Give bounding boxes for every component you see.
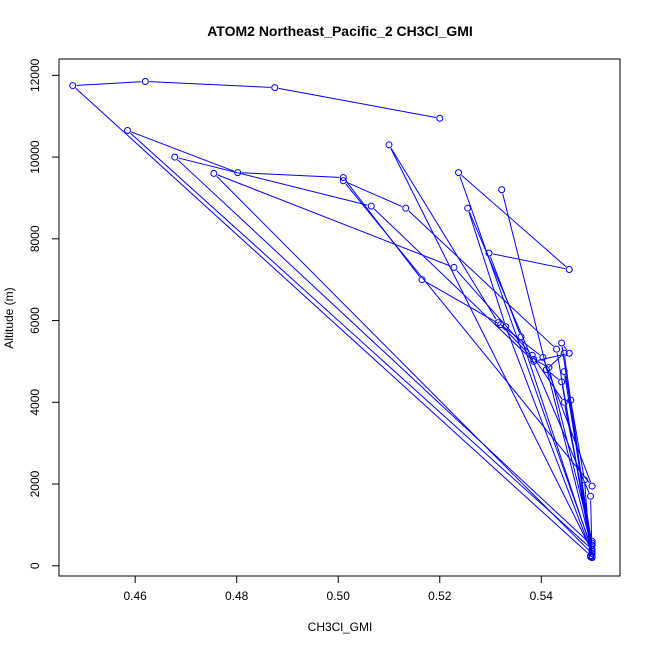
data-point: [402, 204, 410, 212]
data-point: [530, 355, 538, 363]
series-segment: [346, 181, 403, 208]
y-tick-label: 4000: [28, 389, 42, 416]
data-point: [588, 550, 596, 558]
x-tick-label: 0.46: [123, 589, 147, 603]
data-point: [234, 169, 242, 177]
series-segment: [390, 148, 591, 549]
y-tick-label: 10000: [28, 140, 42, 174]
series-segment: [149, 81, 271, 88]
series-segment: [534, 358, 563, 400]
y-tick-label: 2000: [28, 470, 42, 497]
series-segment: [178, 157, 368, 206]
data-point: [560, 349, 568, 357]
series-segment: [177, 159, 590, 543]
data-point: [339, 177, 347, 185]
x-tick-label: 0.52: [428, 589, 452, 603]
data-point: [210, 169, 218, 177]
series-segment: [561, 346, 593, 554]
data-point: [565, 349, 573, 357]
series-segment: [492, 253, 566, 270]
series-segment: [468, 211, 506, 324]
data-point: [418, 276, 426, 284]
series-segment: [489, 256, 521, 334]
series-segment: [345, 183, 590, 484]
data-point: [455, 169, 463, 177]
data-point: [171, 153, 179, 161]
chart-title: ATOM2 Northeast_Pacific_2 CH3Cl_GMI: [207, 23, 473, 39]
data-point: [588, 537, 596, 545]
data-point: [558, 339, 566, 347]
series-segment: [216, 175, 590, 552]
series-segment: [570, 404, 585, 477]
series-segment: [425, 281, 498, 324]
data-point: [588, 482, 596, 490]
series-segment: [461, 174, 567, 268]
series-segment: [131, 131, 235, 172]
y-axis-label: Altitude (m): [2, 287, 16, 348]
data-point: [565, 265, 573, 273]
series-segment: [373, 208, 532, 360]
data-point: [450, 263, 458, 271]
data-point: [464, 204, 472, 212]
data-point: [124, 127, 132, 135]
data-point: [502, 323, 510, 331]
data-point: [588, 552, 596, 560]
series-segment: [75, 87, 588, 554]
series-layer: [69, 77, 596, 562]
series-segment: [506, 330, 592, 550]
data-point: [367, 202, 375, 210]
series-segment: [536, 360, 546, 367]
data-point: [498, 186, 506, 194]
y-tick-label: 0: [28, 562, 42, 569]
data-point: [588, 547, 596, 555]
data-point: [69, 82, 77, 90]
data-point: [141, 77, 149, 85]
data-point: [436, 114, 444, 122]
data-point: [588, 545, 596, 553]
series-segment: [76, 81, 142, 86]
data-point: [485, 249, 493, 257]
series-segment: [549, 371, 559, 380]
series-segment: [241, 172, 340, 178]
data-point: [528, 351, 536, 359]
x-tick-label: 0.50: [327, 589, 351, 603]
x-tick-label: 0.48: [225, 589, 249, 603]
x-axis-label: CH3Cl_GMI: [308, 620, 373, 634]
y-tick-label: 6000: [28, 307, 42, 334]
data-point: [339, 174, 347, 182]
series-segment: [217, 174, 451, 267]
data-point: [542, 366, 550, 374]
series-segment: [278, 87, 436, 119]
data-point: [553, 345, 561, 353]
data-point: [560, 398, 568, 406]
y-tick-label: 8000: [28, 225, 42, 252]
data-point: [539, 353, 547, 361]
y-axis: 0 2000 4000 6000 8000 10000 12000: [28, 58, 60, 569]
data-point: [560, 368, 568, 376]
data-point: [494, 319, 502, 327]
series-segment: [563, 345, 568, 351]
data-point: [517, 333, 525, 341]
data-point: [567, 396, 575, 404]
y-tick-label: 12000: [28, 58, 42, 92]
series-segment: [543, 360, 592, 483]
series-segment: [459, 176, 592, 546]
series-segment: [130, 132, 590, 548]
series-segment: [556, 353, 592, 553]
series-segment: [537, 353, 566, 362]
data-point: [587, 492, 595, 500]
data-point: [271, 84, 279, 92]
x-axis: 0.46 0.48 0.50 0.52 0.54: [123, 575, 554, 603]
data-point: [558, 378, 566, 386]
data-point: [385, 141, 393, 149]
series-segment: [390, 147, 497, 320]
data-point: [580, 476, 588, 484]
x-tick-label: 0.54: [530, 589, 554, 603]
